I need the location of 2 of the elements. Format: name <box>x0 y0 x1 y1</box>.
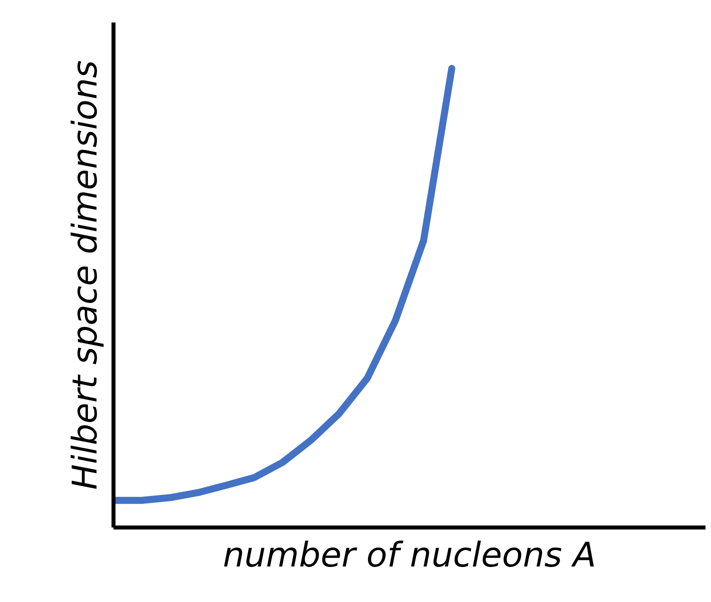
x-axis-title: number of nucleons A <box>222 536 596 576</box>
y-axis-title: Hilbert space dimensions <box>66 60 106 490</box>
